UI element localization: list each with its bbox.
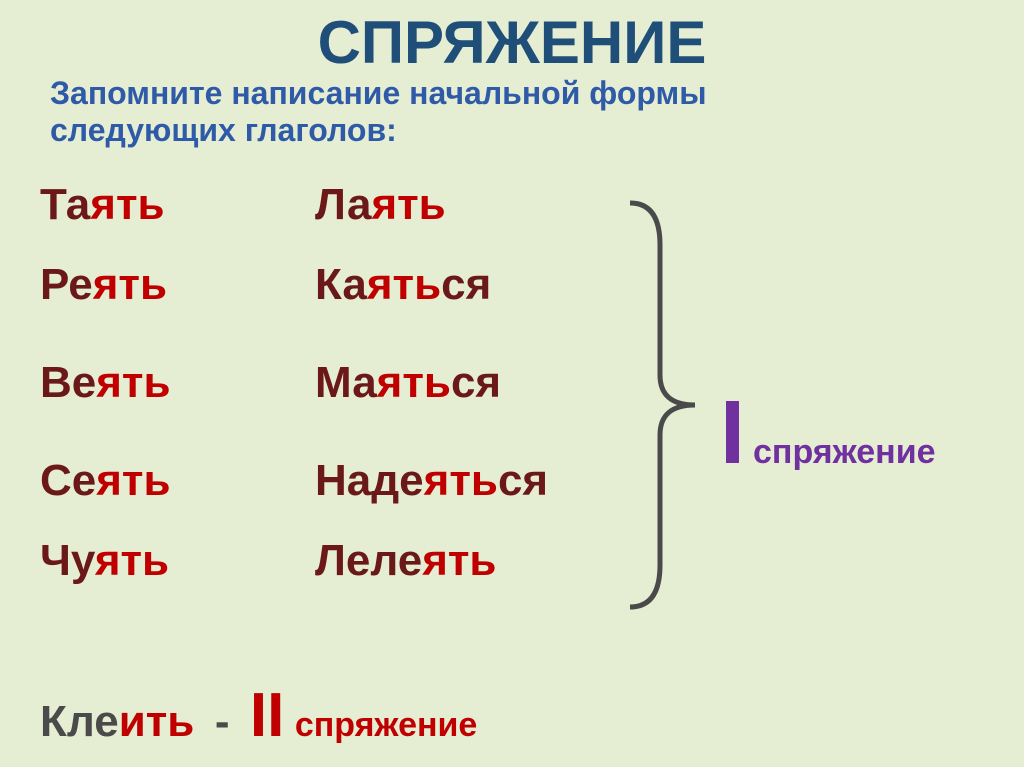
tail: ся: [451, 358, 501, 407]
conj2-word: спряжение: [295, 706, 478, 744]
verb-row: ТаятьЛаять: [40, 180, 548, 230]
stem: Ре: [40, 260, 93, 309]
verb-list: ТаятьЛаятьРеятьКаятьсяВеятьМаятьсяСеятьН…: [40, 180, 548, 614]
page-title: СПРЯЖЕНИЕ: [0, 0, 1024, 77]
verb-word: Чуять: [40, 536, 315, 586]
verb-row: ВеятьМаяться: [40, 358, 548, 408]
suffix: ять: [93, 260, 167, 309]
stem: Та: [40, 180, 90, 229]
suffix: ять: [424, 456, 498, 505]
roman-two: II: [250, 681, 284, 750]
stem: Чу: [40, 536, 95, 585]
verb-word: Лелеять: [315, 536, 496, 586]
verb-word: Веять: [40, 358, 315, 408]
verb-word: Каяться: [315, 260, 491, 310]
verb-word: Сеять: [40, 456, 315, 506]
conj1-word: спряжение: [753, 433, 936, 471]
suffix: ять: [377, 358, 451, 407]
stem: Леле: [315, 536, 422, 585]
stem: Ка: [315, 260, 367, 309]
subtitle-line-1: Запомните написание начальной формы: [50, 75, 707, 111]
roman-one: I: [720, 383, 745, 483]
stem: Наде: [315, 456, 424, 505]
verb-row: СеятьНадеяться: [40, 456, 548, 506]
verb-word: Маяться: [315, 358, 501, 408]
verb-word: Лаять: [315, 180, 446, 230]
verb-word: Реять: [40, 260, 315, 310]
stem: Се: [40, 456, 96, 505]
tail: ся: [441, 260, 491, 309]
suffix: ять: [96, 456, 170, 505]
suffix: ять: [367, 260, 441, 309]
stem: Ма: [315, 358, 377, 407]
last-stem: Кле: [40, 697, 119, 746]
suffix: ять: [90, 180, 164, 229]
conjugation-2-row: Клеить - II спряжение: [40, 680, 477, 751]
stem: Ла: [315, 180, 371, 229]
subtitle: Запомните написание начальной формы след…: [0, 75, 1024, 149]
last-suffix: ить: [119, 697, 195, 746]
verb-word: Надеяться: [315, 456, 548, 506]
subtitle-line-2: следующих глаголов:: [50, 112, 397, 148]
verb-row: ЧуятьЛелеять: [40, 536, 548, 586]
tail: ся: [498, 456, 548, 505]
bracket-icon: [620, 195, 710, 620]
suffix: ять: [371, 180, 445, 229]
stem: Ве: [40, 358, 96, 407]
conjugation-1-label: Iспряжение: [720, 382, 936, 485]
suffix: ять: [95, 536, 169, 585]
verb-word: Таять: [40, 180, 315, 230]
suffix: ять: [96, 358, 170, 407]
suffix: ять: [422, 536, 496, 585]
dash: -: [215, 697, 230, 746]
verb-row: РеятьКаяться: [40, 260, 548, 310]
